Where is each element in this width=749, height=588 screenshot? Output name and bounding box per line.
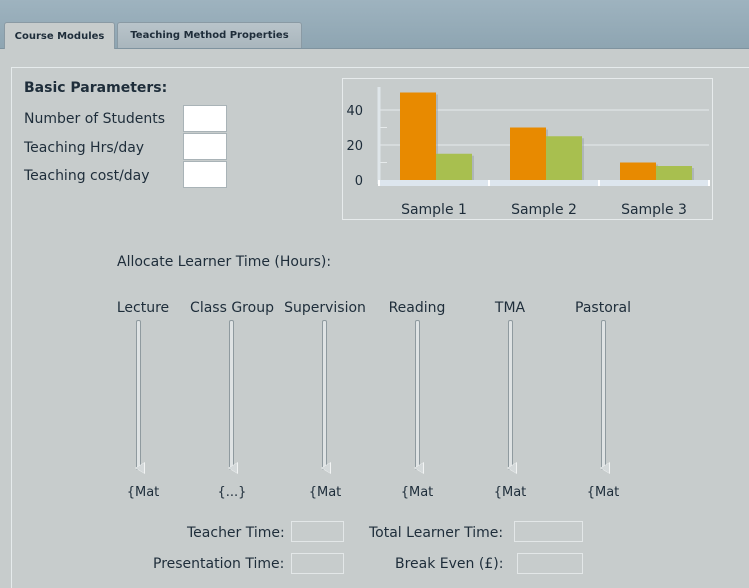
chart-bar-sample-2-s1 — [546, 136, 582, 180]
teaching-hrs-label: Teaching Hrs/day — [24, 140, 145, 156]
slider-track-supervision[interactable] — [322, 320, 327, 470]
tab-bar: Course Modules Teaching Method Propertie… — [0, 0, 749, 49]
slider-lecture: Lecture {Mat — [98, 300, 188, 510]
chart-bar-sample-2-s0 — [510, 127, 546, 180]
tab-course-modules[interactable]: Course Modules — [4, 22, 115, 49]
slider-label-reading: Reading — [388, 300, 446, 316]
total-learner-time-label: Total Learner Time: — [369, 525, 504, 541]
slider-value-lecture: {Mat — [126, 485, 160, 500]
chart-category-label: Sample 3 — [621, 202, 687, 218]
slider-thumb-pastoral[interactable] — [600, 462, 610, 474]
slider-track-pastoral[interactable] — [601, 320, 606, 470]
chart-ytick-label: 0 — [355, 174, 363, 189]
number-of-students-input[interactable] — [183, 105, 227, 132]
break-even-output — [517, 553, 583, 574]
slider-thumb-class-group[interactable] — [228, 462, 238, 474]
slider-thumb-supervision[interactable] — [321, 462, 331, 474]
slider-label-class-group: Class Group — [190, 300, 274, 316]
slider-value-class-group: {...} — [217, 485, 247, 500]
slider-label-pastoral: Pastoral — [575, 300, 631, 316]
slider-value-pastoral: {Mat — [586, 485, 620, 500]
presentation-time-label: Presentation Time: — [153, 556, 285, 572]
teaching-cost-input[interactable] — [183, 161, 227, 188]
slider-supervision: Supervision {Mat — [280, 300, 370, 510]
slider-pastoral: Pastoral {Mat — [558, 300, 648, 510]
chart-x-axis — [379, 180, 709, 186]
chart-ytick-label: 40 — [346, 104, 363, 119]
total-learner-time-output — [514, 521, 583, 542]
basic-parameters-heading: Basic Parameters: — [24, 80, 168, 96]
teaching-hrs-input[interactable] — [183, 133, 227, 160]
chart-bar-sample-3-s0 — [620, 162, 656, 180]
slider-label-lecture: Lecture — [116, 300, 170, 316]
chart-canvas: 0 20 40 Sample 1 Sample 2 Sample 3 — [346, 87, 710, 218]
slider-class-group: Class Group {...} — [187, 300, 277, 510]
chart-ytick-label: 20 — [346, 139, 363, 154]
chart-category-label: Sample 1 — [401, 202, 467, 218]
allocate-heading: Allocate Learner Time (Hours): — [117, 254, 332, 270]
slider-track-class-group[interactable] — [229, 320, 234, 470]
presentation-time-output — [291, 553, 344, 574]
teacher-time-label: Teacher Time: — [187, 525, 285, 541]
slider-thumb-tma[interactable] — [507, 462, 517, 474]
slider-tma: TMA {Mat — [465, 300, 555, 510]
chart-category-label: Sample 2 — [511, 202, 577, 218]
chart-bar-sample-1-s0 — [400, 92, 436, 180]
slider-thumb-lecture[interactable] — [135, 462, 145, 474]
slider-reading: Reading {Mat — [372, 300, 462, 510]
teacher-time-output — [291, 521, 344, 542]
sample-bar-chart: 0 20 40 Sample 1 Sample 2 Sample 3 — [342, 78, 713, 220]
slider-label-supervision: Supervision — [284, 300, 366, 316]
content-panel — [11, 67, 749, 588]
slider-value-reading: {Mat — [400, 485, 434, 500]
slider-track-reading[interactable] — [415, 320, 420, 470]
tab-teaching-method-properties[interactable]: Teaching Method Properties — [117, 22, 302, 48]
chart-bar-sample-1-s1 — [436, 153, 472, 180]
slider-value-tma: {Mat — [493, 485, 527, 500]
teaching-cost-label: Teaching cost/day — [24, 168, 150, 184]
slider-value-supervision: {Mat — [308, 485, 342, 500]
slider-track-lecture[interactable] — [136, 320, 141, 470]
break-even-label: Break Even (£): — [395, 556, 504, 572]
slider-thumb-reading[interactable] — [414, 462, 424, 474]
chart-bar-sample-3-s1 — [656, 166, 692, 180]
number-of-students-label: Number of Students — [24, 111, 166, 127]
slider-label-tma: TMA — [494, 300, 526, 316]
slider-track-tma[interactable] — [508, 320, 513, 470]
